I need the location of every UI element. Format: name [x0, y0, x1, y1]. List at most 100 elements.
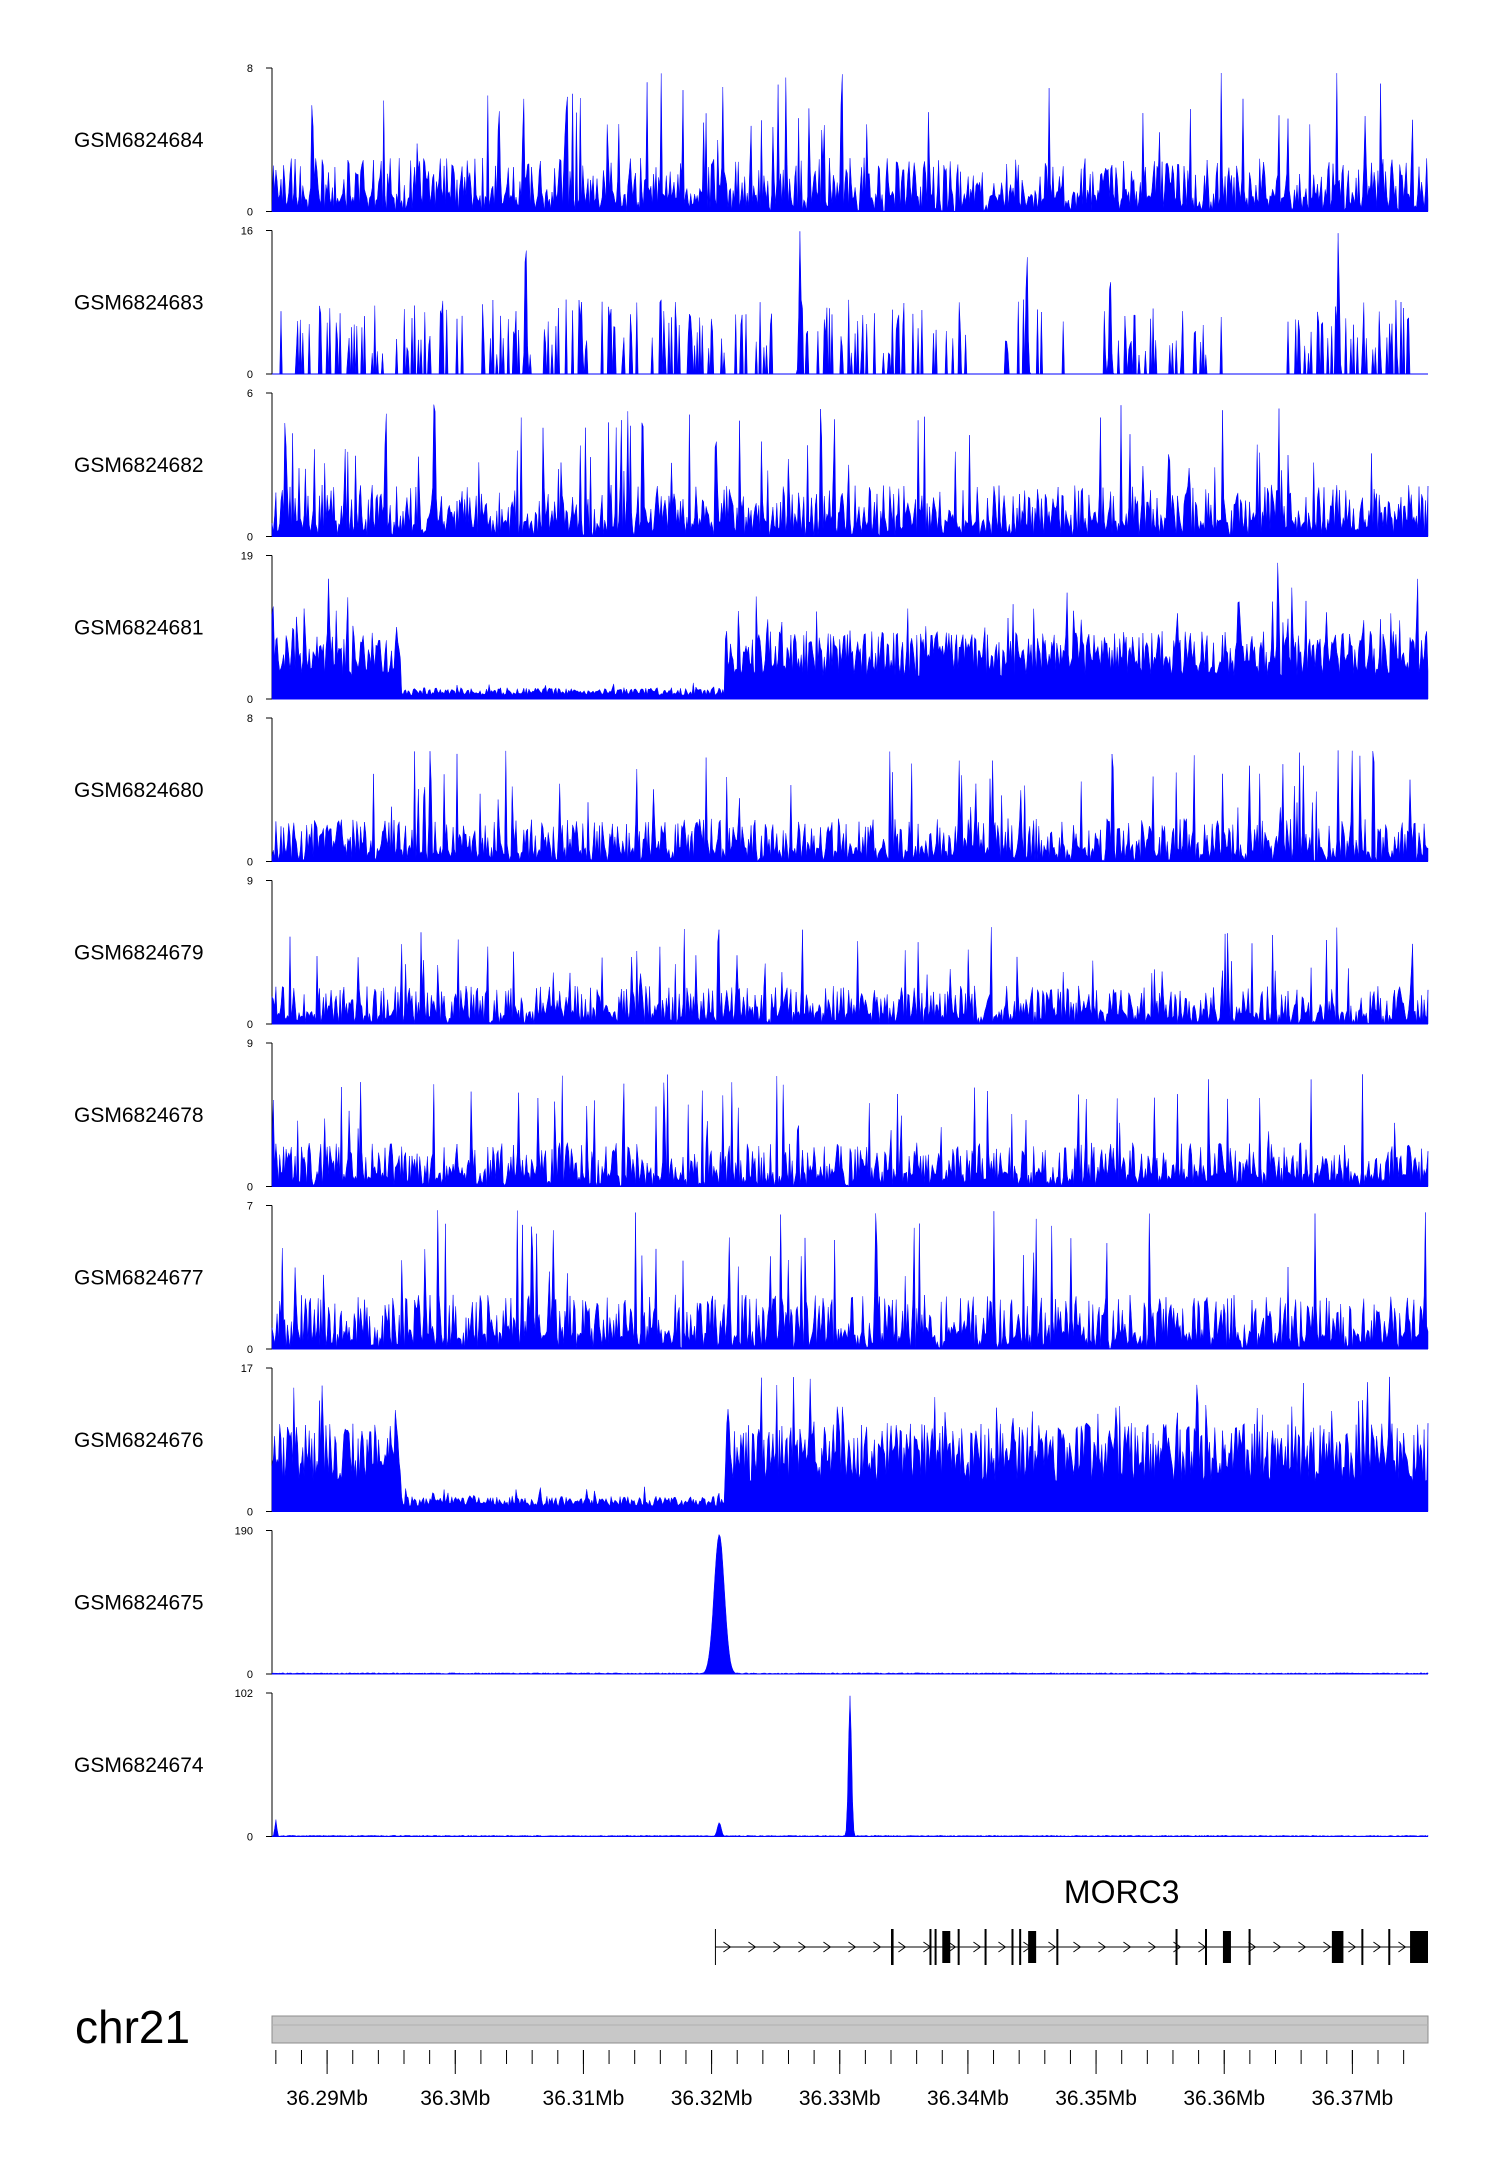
gene-track: MORC3: [714, 1874, 1428, 1965]
y-axis-max-label: 102: [235, 1688, 253, 1700]
y-axis-min-label: 0: [247, 857, 253, 869]
track-GSM6824675: GSM6824675 190 0: [74, 1526, 1429, 1681]
y-axis-max-label: 8: [247, 63, 253, 75]
track-label: GSM6824678: [74, 1104, 204, 1127]
gene-exon: [1222, 1931, 1231, 1963]
track-label: GSM6824679: [74, 941, 204, 964]
strand-chevron: [773, 1941, 782, 1953]
track-label: GSM6824675: [74, 1591, 204, 1614]
signal-area: [272, 231, 1428, 375]
track-GSM6824679: GSM6824679 9 0: [74, 876, 1429, 1031]
strand-chevron: [723, 1941, 732, 1953]
strand-chevron: [798, 1941, 807, 1953]
track-GSM6824684: GSM6824684 8 0: [74, 63, 1429, 219]
strand-chevron: [1398, 1941, 1407, 1953]
y-axis-max-label: 8: [247, 713, 253, 725]
gene-exon: [957, 1929, 960, 1965]
gene-name-label: MORC3: [1064, 1874, 1180, 1910]
y-axis-min-label: 0: [247, 1344, 253, 1356]
strand-chevron: [1298, 1941, 1307, 1953]
genome-axis: chr21 36.29Mb 36.3Mb 36.31Mb 36.32Mb 36.33Mb 3…: [75, 2001, 1429, 2110]
strand-chevron: [1273, 1941, 1282, 1953]
x-tick-label: 36.36Mb: [1183, 2087, 1265, 2110]
y-axis-max-label: 9: [247, 876, 253, 888]
gene-exon: [1019, 1929, 1022, 1965]
strand-chevron: [823, 1941, 832, 1953]
strand-chevron: [1348, 1941, 1357, 1953]
y-axis-max-label: 19: [241, 551, 253, 563]
signal-area: [271, 562, 1429, 700]
gene-exon: [1205, 1929, 1208, 1965]
signal-area: [271, 750, 1429, 863]
track-label: GSM6824682: [74, 454, 204, 477]
strand-chevron: [973, 1941, 982, 1953]
y-axis-min-label: 0: [247, 1019, 253, 1031]
track-label: GSM6824677: [74, 1266, 204, 1289]
gene-exon: [1248, 1929, 1251, 1965]
track-label: GSM6824680: [74, 779, 204, 802]
strand-chevron: [998, 1941, 1007, 1953]
y-axis-min-label: 0: [247, 694, 253, 706]
gene-exon: [934, 1929, 937, 1965]
track-GSM6824676: GSM6824676 17 0: [74, 1363, 1429, 1519]
y-axis-max-label: 9: [247, 1038, 253, 1050]
track-GSM6824683: GSM6824683 16 0: [74, 226, 1428, 381]
signal-area: [271, 72, 1429, 212]
signal-area: [271, 1533, 1429, 1675]
y-axis-max-label: 190: [235, 1526, 253, 1538]
signal-area: [271, 404, 1429, 537]
gene-exon: [1056, 1929, 1059, 1965]
y-axis-min-label: 0: [247, 1669, 253, 1681]
track-GSM6824681: GSM6824681 19 0: [74, 551, 1429, 706]
signal-tracks: GSM682468480GSM6824683160GSM682468260GSM…: [74, 63, 1429, 1844]
strand-chevron: [848, 1941, 857, 1953]
track-label: GSM6824684: [74, 129, 204, 152]
y-axis-min-label: 0: [247, 207, 253, 219]
track-label: GSM6824674: [74, 1754, 204, 1777]
x-tick-label: 36.29Mb: [286, 2087, 368, 2110]
signal-area: [271, 1074, 1429, 1187]
strand-chevron: [748, 1941, 757, 1953]
strand-chevron: [1373, 1941, 1382, 1953]
gene-exon: [1011, 1929, 1014, 1965]
x-tick-label: 36.33Mb: [799, 2087, 881, 2110]
x-tick-label: 36.3Mb: [420, 2087, 490, 2110]
gene-exon: [942, 1931, 951, 1963]
y-axis-min-label: 0: [247, 1832, 253, 1844]
y-axis-max-label: 17: [241, 1363, 253, 1375]
gene-exon: [1410, 1931, 1428, 1963]
strand-chevron: [1073, 1941, 1082, 1953]
track-GSM6824677: GSM6824677 7 0: [74, 1201, 1429, 1356]
y-axis-min-label: 0: [247, 1507, 253, 1519]
x-tick-label: 36.35Mb: [1055, 2087, 1137, 2110]
x-tick-label: 36.32Mb: [671, 2087, 753, 2110]
strand-chevron: [1123, 1941, 1132, 1953]
y-axis-max-label: 7: [247, 1201, 253, 1213]
gene-exon: [1388, 1929, 1391, 1965]
strand-chevron: [873, 1941, 882, 1953]
chromosome-label: chr21: [75, 2001, 190, 2053]
strand-chevron: [1098, 1941, 1107, 1953]
signal-area: [271, 1376, 1429, 1512]
gene-exon: [1175, 1929, 1178, 1965]
track-label: GSM6824676: [74, 1429, 204, 1452]
signal-area: [271, 1695, 1429, 1837]
signal-area: [271, 927, 1429, 1025]
gene-exon: [1361, 1929, 1364, 1965]
y-axis-max-label: 16: [241, 226, 253, 238]
strand-chevron: [898, 1941, 907, 1953]
gene-exon: [984, 1929, 987, 1965]
y-axis-min-label: 0: [247, 369, 253, 381]
track-GSM6824680: GSM6824680 8 0: [74, 713, 1429, 869]
track-label: GSM6824683: [74, 291, 204, 314]
y-axis-max-label: 6: [247, 388, 253, 400]
strand-chevron: [1248, 1941, 1257, 1953]
track-label: GSM6824681: [74, 616, 204, 639]
strand-chevron: [948, 1941, 957, 1953]
track-GSM6824682: GSM6824682 6 0: [74, 388, 1429, 544]
chromosome-ideogram: [271, 2015, 1429, 2044]
gene-exon: [891, 1929, 894, 1965]
x-tick-label: 36.34Mb: [927, 2087, 1009, 2110]
y-axis-min-label: 0: [247, 532, 253, 544]
